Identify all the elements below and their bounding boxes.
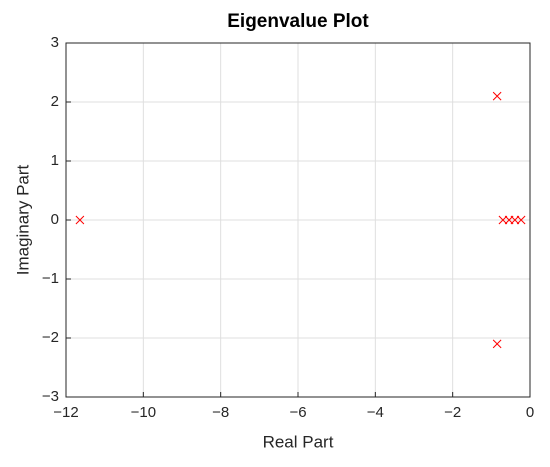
- x-axis-label: Real Part: [263, 432, 334, 451]
- y-tick-label: −2: [42, 329, 59, 346]
- marker: [75, 215, 85, 225]
- y-tick-label: 2: [51, 93, 59, 110]
- marker: [510, 215, 520, 225]
- y-tick-label: −3: [42, 388, 59, 405]
- plot-frame: [65, 42, 531, 398]
- marker: [516, 215, 526, 225]
- y-tick-label: 3: [51, 34, 59, 51]
- x-tick-label: −4: [367, 404, 384, 421]
- x-tick-label: 0: [526, 404, 534, 421]
- x-tick-label: −2: [444, 404, 461, 421]
- marker: [492, 91, 502, 101]
- marker: [492, 339, 502, 349]
- y-axis-label: Imaginary Part: [13, 164, 32, 275]
- y-tick-label: 0: [51, 211, 59, 228]
- y-tick-label: 1: [51, 152, 59, 169]
- x-tick-label: −12: [53, 404, 78, 421]
- marker: [498, 215, 508, 225]
- chart-title: Eigenvalue Plot: [227, 11, 369, 32]
- x-tick-label: −10: [131, 404, 156, 421]
- y-tick-label: −1: [42, 270, 59, 287]
- x-tick-label: −8: [212, 404, 229, 421]
- x-tick-label: −6: [289, 404, 306, 421]
